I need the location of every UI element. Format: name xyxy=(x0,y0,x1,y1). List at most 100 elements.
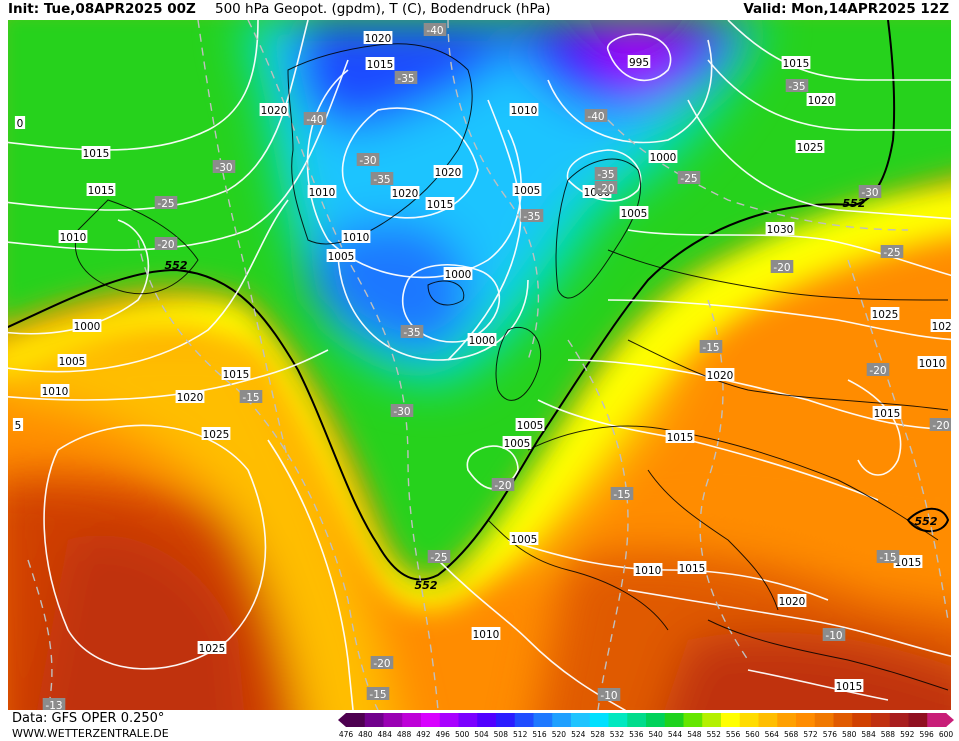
svg-text:-30: -30 xyxy=(359,155,376,167)
svg-text:552: 552 xyxy=(415,579,438,592)
height-labels: 552 552 552 552 xyxy=(165,197,938,592)
svg-text:1015: 1015 xyxy=(667,432,694,444)
colorbar-tick-17: 544 xyxy=(667,730,683,739)
colorbar-swatch-2 xyxy=(383,713,403,727)
svg-text:-40: -40 xyxy=(426,25,443,37)
svg-text:-20: -20 xyxy=(869,365,886,377)
svg-text:1025: 1025 xyxy=(203,429,230,441)
colorbar-tick-22: 564 xyxy=(764,730,779,739)
colorbar-swatch-5 xyxy=(439,713,459,727)
temperature-label-28: -20 xyxy=(370,656,394,670)
colorbar-swatch-27 xyxy=(852,713,872,727)
svg-text:-10: -10 xyxy=(825,630,842,642)
colorbar-swatch-8 xyxy=(496,713,516,727)
map-header: Init: Tue,08APR2025 00Z 500 hPa Geopot. … xyxy=(0,0,959,20)
colorbar-tick-28: 588 xyxy=(880,730,896,739)
colorbar-tick-24: 572 xyxy=(803,730,818,739)
svg-text:-35: -35 xyxy=(523,211,540,223)
isobar-label-12: 1020 xyxy=(390,186,420,200)
colorbar-swatch-30 xyxy=(908,713,928,727)
svg-text:1010: 1010 xyxy=(343,232,370,244)
colorbar-swatch-13 xyxy=(589,713,609,727)
temperature-label-4: -35 xyxy=(785,79,809,93)
svg-text:5: 5 xyxy=(15,420,22,432)
colorbar-tick-3: 488 xyxy=(396,730,412,739)
svg-text:1000: 1000 xyxy=(74,321,101,333)
coastlines xyxy=(74,43,949,691)
temperature-label-7: -35 xyxy=(370,172,394,186)
svg-text:1020: 1020 xyxy=(261,105,288,117)
colorbar-swatch-21 xyxy=(739,713,759,727)
isobar-label-23: 1000 xyxy=(467,333,497,347)
isobar-label-24: 1000 xyxy=(72,319,102,333)
isobar-label-33: 1020 xyxy=(705,368,735,382)
svg-text:-20: -20 xyxy=(494,480,511,492)
colorbar-swatch-15 xyxy=(627,713,647,727)
svg-text:-15: -15 xyxy=(613,489,630,501)
colorbar-tick-21: 560 xyxy=(745,730,760,739)
isobar-label-7: 1025 xyxy=(795,140,825,154)
colorbar-tick-7: 504 xyxy=(474,730,489,739)
colorbar-tick-14: 532 xyxy=(609,730,625,739)
svg-text:1010: 1010 xyxy=(511,105,538,117)
colorbar-tick-20: 556 xyxy=(725,730,741,739)
svg-text:1015: 1015 xyxy=(367,59,394,71)
temperature-label-20: -15 xyxy=(239,390,263,404)
svg-text:-30: -30 xyxy=(861,187,878,199)
isobar-label-30: 1025 xyxy=(870,307,900,321)
isobar-label-26: 1010 xyxy=(40,384,70,398)
isobar-label-3: 1010 xyxy=(509,103,539,117)
svg-text:1005: 1005 xyxy=(59,356,86,368)
colorbar-tick-19: 552 xyxy=(706,730,721,739)
svg-text:552: 552 xyxy=(165,259,188,272)
temperature-label-6: -30 xyxy=(356,153,380,167)
weather-map[interactable]: 1020 1015 1020 1010 995 1015 1020 1025 1015 1015 1… xyxy=(8,20,951,710)
colorbar-swatch-18 xyxy=(683,713,703,727)
svg-text:1020: 1020 xyxy=(435,167,462,179)
temperature-label-30: -10 xyxy=(597,688,621,702)
svg-text:-15: -15 xyxy=(702,342,719,354)
svg-text:1015: 1015 xyxy=(783,58,810,70)
isobar-label-18: 1030 xyxy=(765,222,795,236)
isobar-label-36: 1005 xyxy=(502,436,532,450)
colorbar-swatch-4 xyxy=(421,713,441,727)
colorbar-swatch-12 xyxy=(571,713,591,727)
isobar-label-19: 1010 xyxy=(58,230,88,244)
svg-text:-10: -10 xyxy=(600,690,617,702)
colorbar-tick-29: 592 xyxy=(900,730,915,739)
svg-text:-20: -20 xyxy=(373,658,390,670)
svg-text:1010: 1010 xyxy=(309,187,336,199)
colorbar-arrow-left xyxy=(338,713,346,727)
isobar-label-45: 1015 xyxy=(834,679,864,693)
isobar-label-31: 1020 xyxy=(930,319,951,333)
isobar-label-32: 1010 xyxy=(917,356,947,370)
svg-text:1005: 1005 xyxy=(328,251,355,263)
colorbar-tick-26: 580 xyxy=(842,730,857,739)
colorbar-swatch-24 xyxy=(796,713,816,727)
svg-text:1015: 1015 xyxy=(223,369,250,381)
isobar-label-11: 1020 xyxy=(433,165,463,179)
svg-text:-40: -40 xyxy=(306,114,323,126)
svg-text:-35: -35 xyxy=(397,73,414,85)
colorbar-tick-18: 548 xyxy=(687,730,702,739)
svg-text:1020: 1020 xyxy=(779,596,806,608)
colorbar-tick-6: 500 xyxy=(454,730,470,739)
svg-text:-25: -25 xyxy=(157,198,174,210)
colorbar-swatch-11 xyxy=(552,713,572,727)
temperature-label-18: -15 xyxy=(699,340,723,354)
isobar-label-38: 1005 xyxy=(509,532,539,546)
colorbar-swatch-14 xyxy=(608,713,628,727)
contour-552 xyxy=(8,20,896,581)
temperature-label-2: -40 xyxy=(303,112,327,126)
colorbar-swatch-3 xyxy=(402,713,422,727)
isotherms xyxy=(27,20,949,710)
colorbar xyxy=(338,713,954,727)
colorbar-tick-8: 508 xyxy=(493,730,508,739)
colorbar-tick-15: 536 xyxy=(629,730,644,739)
isobar-label-15: 1000 xyxy=(648,150,678,164)
height-label-1: 552 xyxy=(843,197,866,210)
isobar-label-28: 1020 xyxy=(175,390,205,404)
colorbar-swatch-20 xyxy=(721,713,741,727)
temperature-label-17: -35 xyxy=(400,325,424,339)
svg-text:-25: -25 xyxy=(430,552,447,564)
